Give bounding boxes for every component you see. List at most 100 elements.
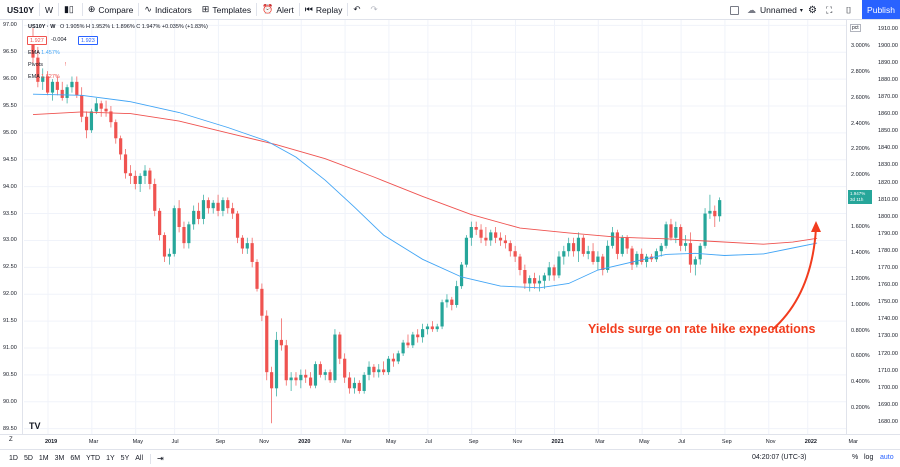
candle-body xyxy=(601,256,605,271)
cloud-icon: ☁ xyxy=(747,4,756,15)
left-axis-tick: 91.50 xyxy=(3,318,17,325)
date-range-icon[interactable]: ⇥ xyxy=(157,454,164,463)
candle-body xyxy=(80,95,84,117)
right-price-axis[interactable]: 3.000%2.800%2.600%2.400%2.200%2.000%1.80… xyxy=(846,20,900,434)
candle-body xyxy=(518,256,522,271)
layout-square-icon xyxy=(730,5,739,15)
compare-button[interactable]: ⊕ Compare xyxy=(83,0,139,20)
candle-body xyxy=(231,208,235,214)
right-axis-pct-tick: 0.600% xyxy=(851,353,870,360)
range-button-3m[interactable]: 3M xyxy=(54,455,65,462)
candle-body xyxy=(683,243,688,246)
candle-body xyxy=(708,210,712,214)
toolbar-divider xyxy=(138,3,140,16)
indicators-button[interactable]: ∿ Indicators xyxy=(139,0,196,20)
settings-button[interactable]: ⚙ xyxy=(808,0,817,20)
bar-style-button[interactable]: ▮▯ xyxy=(59,0,82,20)
candle-body xyxy=(513,251,517,257)
candle-body xyxy=(537,280,542,284)
snapshot-button[interactable]: ⌷ xyxy=(846,0,851,20)
range-button-1m[interactable]: 1M xyxy=(38,455,49,462)
left-axis-tick: 92.50 xyxy=(3,264,17,271)
right-axis-level-tick: 1890.00 xyxy=(878,59,898,66)
candle-body xyxy=(547,267,551,276)
candle-body xyxy=(523,270,527,284)
candle-body xyxy=(304,374,308,378)
symbol-search[interactable]: US10Y xyxy=(7,4,34,15)
candle-body xyxy=(372,366,376,373)
time-axis-tick: Nov xyxy=(512,439,523,445)
candle-body xyxy=(479,229,483,238)
alert-label: Alert xyxy=(276,4,294,15)
candle-body xyxy=(635,253,639,265)
right-axis-pct-tick: 2.600% xyxy=(851,94,870,101)
candle-body xyxy=(235,213,240,238)
candle-body xyxy=(104,108,108,112)
candle-body xyxy=(60,89,64,98)
right-axis-level-tick: 1680.00 xyxy=(878,419,898,426)
candle-body xyxy=(698,245,702,260)
candle-body xyxy=(386,358,391,373)
range-button-1y[interactable]: 1Y xyxy=(106,455,115,462)
templates-button[interactable]: ⊞ Templates xyxy=(197,0,256,20)
candle-body xyxy=(172,208,176,254)
range-button-ytd[interactable]: YTD xyxy=(86,455,101,462)
time-axis-tick: Jul xyxy=(171,439,179,445)
interval-button[interactable]: W xyxy=(44,4,53,15)
publish-button[interactable]: Publish xyxy=(862,0,900,19)
redo-button[interactable]: ↷ xyxy=(366,0,383,20)
ema-slow-line xyxy=(32,111,818,245)
layout-name: Unnamed xyxy=(760,5,797,15)
candle-body xyxy=(148,170,152,184)
candle-body xyxy=(411,334,415,346)
layout-selector[interactable]: ☁ Unnamed ▾ xyxy=(730,0,803,20)
candle-body xyxy=(562,251,566,257)
range-button-5y[interactable]: 5Y xyxy=(120,455,130,462)
candle-body xyxy=(114,122,118,139)
auto-scale-button[interactable]: auto xyxy=(880,454,894,461)
range-button-5d[interactable]: 5D xyxy=(23,455,33,462)
legend-pivots[interactable]: Pivots ! xyxy=(28,62,67,68)
legend-ema-slow[interactable]: EMA 1.627% xyxy=(28,74,60,80)
candle-body xyxy=(615,232,619,254)
bottom-bar: 1D 5D 1M 3M 6M YTD 1Y 5Y All ⇥ 04:20:07 (UTC-3) … xyxy=(0,449,900,467)
percent-scale-button[interactable]: % xyxy=(852,454,859,461)
candle-body xyxy=(703,213,707,246)
right-axis-level-tick: 1840.00 xyxy=(878,145,898,152)
candle-body xyxy=(260,288,264,316)
candle-body xyxy=(377,369,381,373)
right-axis-level-tick: 1800.00 xyxy=(878,213,898,220)
candle-body xyxy=(421,329,425,338)
chart-canvas[interactable] xyxy=(0,20,846,434)
left-price-axis[interactable]: 97.00 96.50 96.00 95.50 95.00 94.50 94.00 93.50… xyxy=(0,20,23,434)
alert-button[interactable]: ⏰ Alert xyxy=(257,0,299,20)
right-axis-level-tick: 1830.00 xyxy=(878,162,898,169)
log-scale-button[interactable]: log xyxy=(864,454,874,461)
right-axis-level-tick: 1770.00 xyxy=(878,265,898,272)
toolbar-divider xyxy=(256,3,258,16)
legend-ema-fast[interactable]: EMA 1.457% xyxy=(28,50,60,56)
left-axis-tick: 97.00 xyxy=(3,22,17,29)
candle-body xyxy=(591,251,595,262)
right-axis-pct-tick: 0.800% xyxy=(851,327,870,334)
candle-body xyxy=(299,374,303,381)
replay-button[interactable]: ⏮ Replay xyxy=(300,0,348,20)
range-button-1d[interactable]: 1D xyxy=(9,455,18,462)
toolbar-divider xyxy=(81,3,83,16)
time-axis-tick: Mar xyxy=(848,439,859,445)
candle-body xyxy=(508,243,512,252)
ask-price-box[interactable]: 1.923 xyxy=(78,36,98,45)
candle-body xyxy=(435,326,439,330)
undo-button[interactable]: ↶ xyxy=(348,0,365,20)
replay-label: Replay xyxy=(315,4,343,15)
bid-price-box[interactable]: 1.927 xyxy=(27,36,47,45)
range-button-6m[interactable]: 6M xyxy=(70,455,81,462)
candle-body xyxy=(70,81,74,88)
zoom-reset-label[interactable]: Z xyxy=(9,437,13,443)
clock-readout[interactable]: 04:20:07 (UTC-3) xyxy=(752,454,807,461)
fullscreen-button[interactable]: ⛶ xyxy=(826,0,832,20)
candle-body xyxy=(581,237,585,254)
time-axis[interactable]: 2019 Mar May Jul Sep Nov 2020 Mar May Jul Sep Nov 20… xyxy=(0,434,900,449)
range-button-all[interactable]: All xyxy=(135,455,144,462)
right-axis-pct-tick: 2.200% xyxy=(851,146,870,153)
